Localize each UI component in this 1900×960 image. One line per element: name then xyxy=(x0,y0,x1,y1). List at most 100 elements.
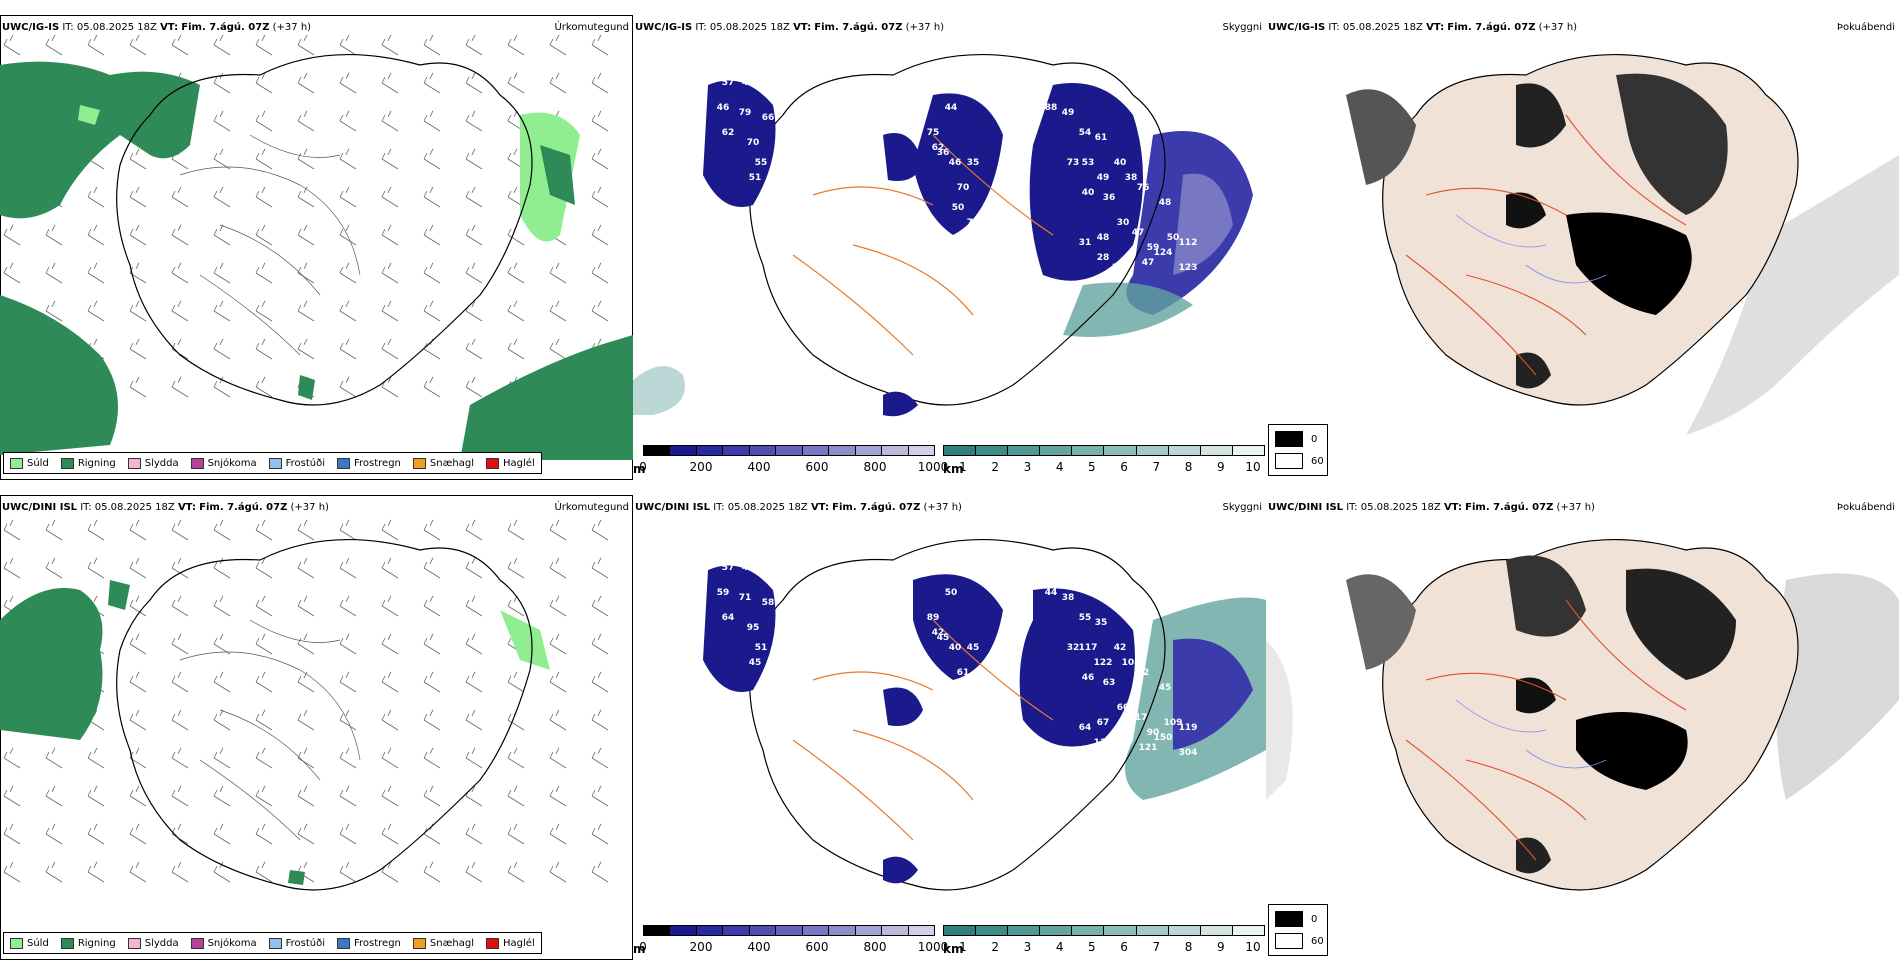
colorbar-tick-label: 3 xyxy=(1023,940,1032,954)
precip-legend-swatch xyxy=(337,457,350,469)
wind-barb xyxy=(255,338,273,360)
wind-barb xyxy=(339,72,357,94)
wind-barb xyxy=(507,671,525,693)
wind-barb xyxy=(3,823,21,845)
wind-barb xyxy=(129,633,147,655)
wind-barb xyxy=(549,72,567,94)
wind-barb xyxy=(297,224,315,246)
wind-barb xyxy=(423,72,441,94)
init-time: IT: 05.08.2025 18Z xyxy=(1328,22,1423,33)
colorbar-segment xyxy=(944,446,977,455)
valid-time-label: VT: xyxy=(160,22,179,33)
cloud-height-unit: m xyxy=(633,462,646,476)
cloud-base-label: 54 xyxy=(1079,128,1092,138)
cloud-base-label: 42 xyxy=(932,628,945,638)
cloud-base-label: 50 xyxy=(1167,233,1180,243)
wind-barb xyxy=(549,861,567,883)
wind-barb xyxy=(339,861,357,883)
colorbar-segment xyxy=(944,926,977,935)
colorbar-segment xyxy=(696,446,724,455)
cloud-base-label: 117 xyxy=(1079,643,1098,653)
wind-barb xyxy=(255,823,273,845)
wind-barb xyxy=(465,785,483,807)
cloud-base-label: 109 xyxy=(1164,718,1183,728)
precip-legend-label: Haglél xyxy=(503,937,535,949)
wind-barb xyxy=(381,34,399,56)
wind-barb xyxy=(381,557,399,579)
cloud-base-label: 53 xyxy=(1082,158,1095,168)
panel-title-precip: Úrkomutegund xyxy=(554,22,629,33)
precip-legend-label: Snæhagl xyxy=(429,457,475,469)
cloud-base-label: 45 xyxy=(749,658,762,668)
wind-barb xyxy=(45,557,63,579)
wind-barb xyxy=(591,747,609,769)
precip-legend-swatch xyxy=(486,937,500,949)
wind-barb xyxy=(591,224,609,246)
colorbar-segment xyxy=(882,446,909,455)
colorbar-tick-label: 4 xyxy=(1055,940,1064,954)
wind-barb xyxy=(255,633,273,655)
wind-barb xyxy=(549,595,567,617)
cloud-base-label: 50 xyxy=(945,588,958,598)
wind-barb xyxy=(297,262,315,284)
wind-barb xyxy=(213,262,231,284)
fog-legend: 0 60 xyxy=(1268,424,1328,476)
wind-barb xyxy=(297,110,315,132)
model-name: UWC/IG-IS xyxy=(1268,22,1326,33)
wind-barb xyxy=(213,671,231,693)
wind-barb xyxy=(423,595,441,617)
wind-barb xyxy=(129,823,147,845)
colorbar-tick-label: 800 xyxy=(863,460,887,474)
wind-barb xyxy=(465,376,483,398)
precip-legend-swatch xyxy=(337,937,350,949)
colorbar-tick-label: 10 xyxy=(1245,940,1261,954)
colorbar-tick-label: 4 xyxy=(1055,460,1064,474)
wind-barb xyxy=(171,34,189,56)
wind-barb xyxy=(339,671,357,693)
wind-barb xyxy=(171,262,189,284)
wind-barb xyxy=(591,300,609,322)
panel-title-fog: Þokuábendi xyxy=(1836,22,1895,33)
colorbar-tick-label: 400 xyxy=(747,940,771,954)
colorbar-tick-label: 400 xyxy=(747,460,771,474)
wind-barb xyxy=(381,785,399,807)
cloud-base-label: 123 xyxy=(1179,263,1198,273)
wind-barb xyxy=(3,262,21,284)
cloud-base-label: 121 xyxy=(1139,743,1158,753)
colorbar-segment xyxy=(1168,926,1201,935)
cloud-base-label: 54 xyxy=(952,688,965,698)
colorbar-segment xyxy=(723,926,750,935)
wind-barb xyxy=(423,186,441,208)
colorbar-segment xyxy=(749,446,777,455)
colorbar-segment xyxy=(644,926,671,935)
cloud-base-label: 74 xyxy=(772,688,785,698)
wind-barb xyxy=(381,709,399,731)
wind-barb xyxy=(465,671,483,693)
wind-barb xyxy=(255,148,273,170)
cloud-base-label: 130 xyxy=(869,238,888,248)
wind-barb xyxy=(297,747,315,769)
cloud-base-label: 47 xyxy=(1132,228,1145,238)
colorbar-segment xyxy=(829,926,856,935)
cloud-base-label: 61 xyxy=(1095,133,1108,143)
precip-legend-item: Frostúði xyxy=(268,457,325,469)
wind-barb xyxy=(339,262,357,284)
wind-barb xyxy=(507,519,525,541)
colorbar-tick-label: 7 xyxy=(1152,460,1161,474)
colorbar-segment xyxy=(855,926,883,935)
wind-barb xyxy=(591,557,609,579)
wind-barb xyxy=(45,224,63,246)
wind-barb xyxy=(297,671,315,693)
cloud-base-label: 60 xyxy=(1117,703,1130,713)
cloud-base-label: 99 xyxy=(857,218,870,228)
colorbar-segment xyxy=(1136,446,1169,455)
wind-barb xyxy=(591,148,609,170)
wind-barb xyxy=(591,34,609,56)
wind-barb xyxy=(213,823,231,845)
wind-barb xyxy=(423,262,441,284)
wind-barb xyxy=(255,186,273,208)
cloud-base-label: 31 xyxy=(1079,238,1092,248)
wind-barb xyxy=(423,633,441,655)
precip-legend-swatch xyxy=(412,457,426,469)
